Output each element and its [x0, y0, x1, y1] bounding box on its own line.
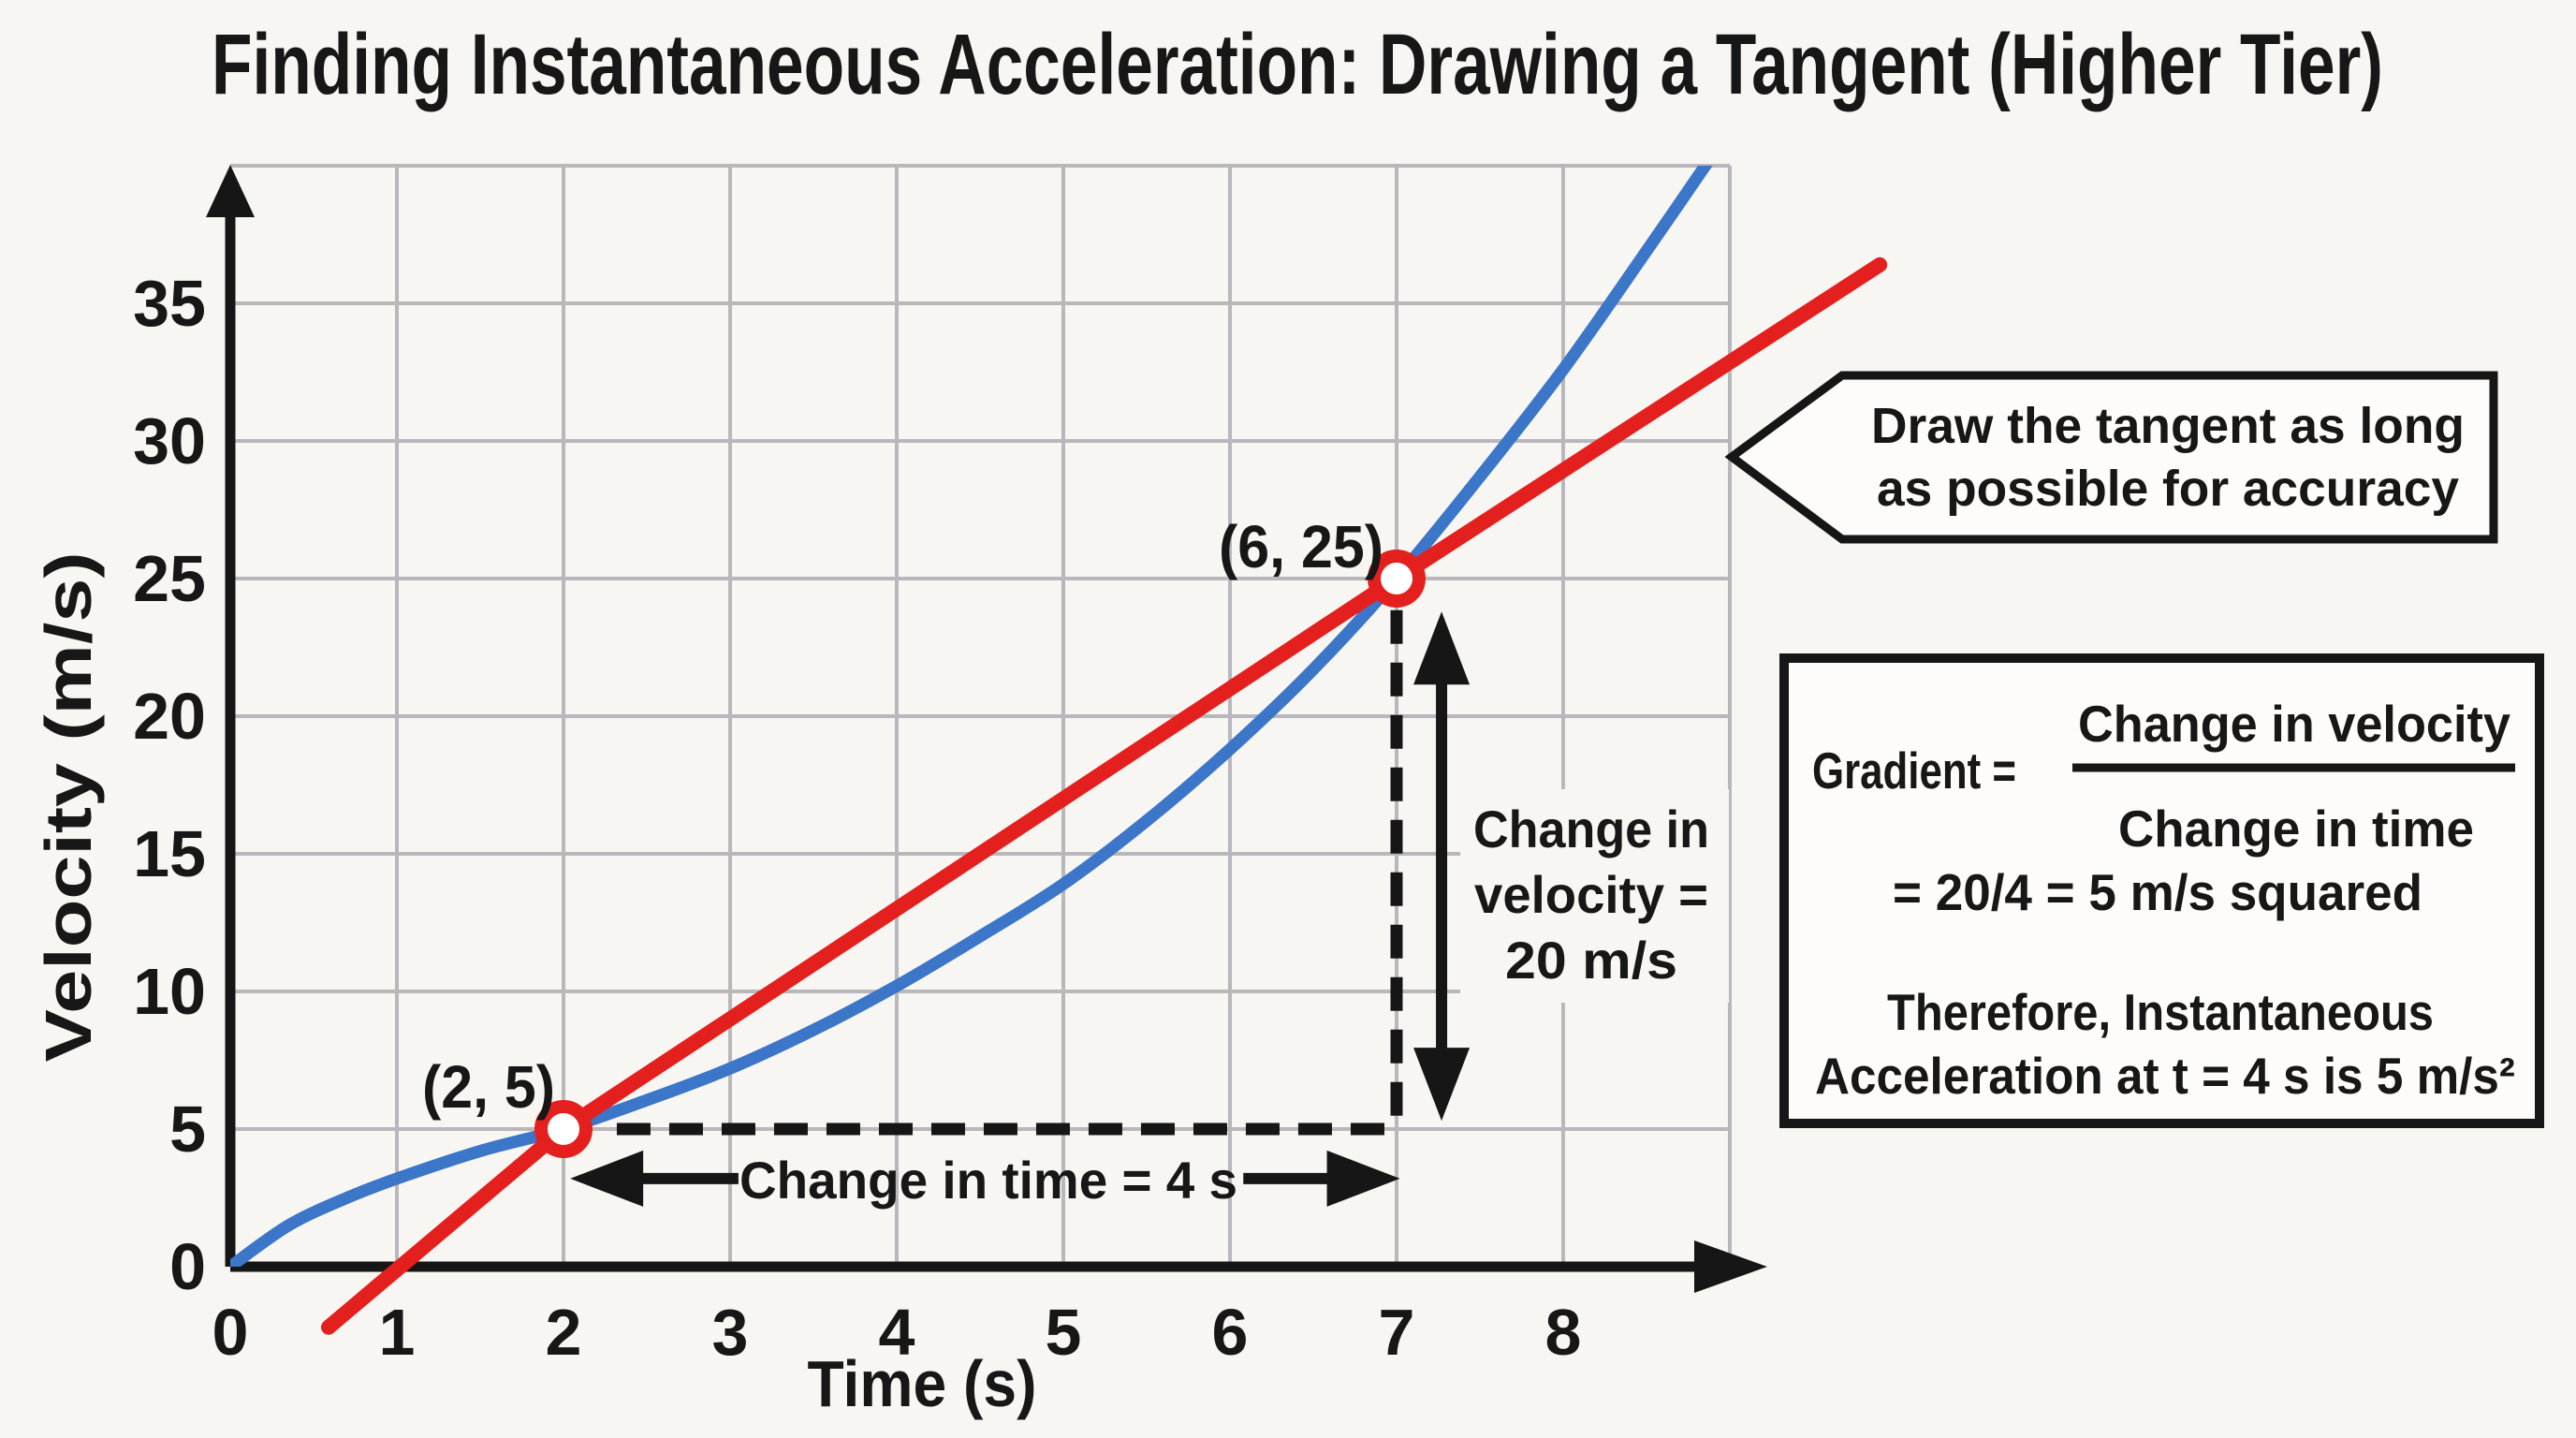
label-backdrop [1460, 789, 1729, 1003]
y-tick: 30 [133, 404, 206, 477]
point-label-2-5: (2, 5) [422, 1053, 555, 1121]
conclusion-line-2: Acceleration at t = 4 s is 5 m/s² [1815, 1047, 2515, 1105]
y-tick: 20 [133, 680, 206, 753]
chart-content [230, 166, 1888, 1335]
y-tick: 10 [133, 955, 206, 1028]
y-tick: 25 [133, 542, 206, 615]
y-tick: 35 [133, 267, 206, 340]
conclusion-line-1: Therefore, Instantaneous [1887, 983, 2434, 1041]
x-axis-title: Time (s) [808, 1347, 1037, 1420]
callout-tangent-tip: Draw the tangent as long as possible for… [1724, 371, 2498, 544]
x-tick: 0 [212, 1296, 249, 1369]
velocity-arrow-up-head-icon [1413, 611, 1471, 685]
callout-line-2: as possible for accuracy [1877, 461, 2459, 517]
gradient-box-border [1779, 653, 2544, 1128]
gradient-result-line: = 20/4 = 5 m/s squared [1893, 863, 2422, 921]
change-velocity-line-1: Change in [1473, 800, 1709, 858]
change-velocity-line-3: 20 m/s [1505, 931, 1677, 990]
time-arrow-left-head-icon [570, 1150, 644, 1207]
time-arrow-right-head-icon [1326, 1150, 1400, 1207]
x-tick: 5 [1046, 1296, 1082, 1369]
grid-lines [230, 164, 1732, 1267]
y-axis-arrow-icon [206, 165, 255, 217]
x-tick-labels: 0 1 2 3 4 5 6 7 8 [212, 1296, 1582, 1369]
axes [206, 165, 1767, 1293]
x-tick: 6 [1212, 1296, 1249, 1369]
x-tick: 8 [1545, 1296, 1582, 1369]
change-in-velocity-label: Change in velocity = 20 m/s [1473, 800, 1709, 990]
chart-title: Finding Instantaneous Acceleration: Draw… [212, 17, 2383, 112]
gradient-calculation-box: Gradient = Change in velocity Change in … [1779, 653, 2544, 1128]
x-axis-arrow-icon [1694, 1240, 1767, 1293]
velocity-arrow-down-head-icon [1413, 1048, 1471, 1122]
change-in-time-label: Change in time = 4 s [739, 1151, 1237, 1210]
y-tick: 15 [133, 817, 206, 890]
y-tick: 0 [169, 1230, 206, 1303]
velocity-curve [230, 166, 1713, 1267]
x-tick: 2 [546, 1296, 582, 1369]
y-axis-title: Velocity (m/s) [32, 552, 105, 1063]
x-tick: 4 [879, 1296, 915, 1369]
y-tick-labels: 0 5 10 15 20 25 30 35 [133, 267, 206, 1303]
tangent-point-marker [534, 1100, 593, 1158]
tangent-point-marker [1368, 550, 1426, 608]
point-label-6-25: (6, 25) [1219, 513, 1383, 580]
fraction-denominator: Change in time [2118, 800, 2474, 858]
x-tick: 7 [1379, 1296, 1415, 1369]
change-velocity-line-2: velocity = [1474, 865, 1708, 924]
fraction-numerator: Change in velocity [2078, 695, 2510, 753]
x-tick: 1 [379, 1296, 416, 1369]
callout-line-1: Draw the tangent as long [1871, 398, 2465, 454]
gradient-equals-label: Gradient = [1812, 741, 2016, 800]
x-tick: 3 [712, 1296, 749, 1369]
callout-pointer-box [1724, 371, 2498, 544]
y-tick: 5 [169, 1093, 206, 1166]
tangent-line [321, 257, 1888, 1335]
